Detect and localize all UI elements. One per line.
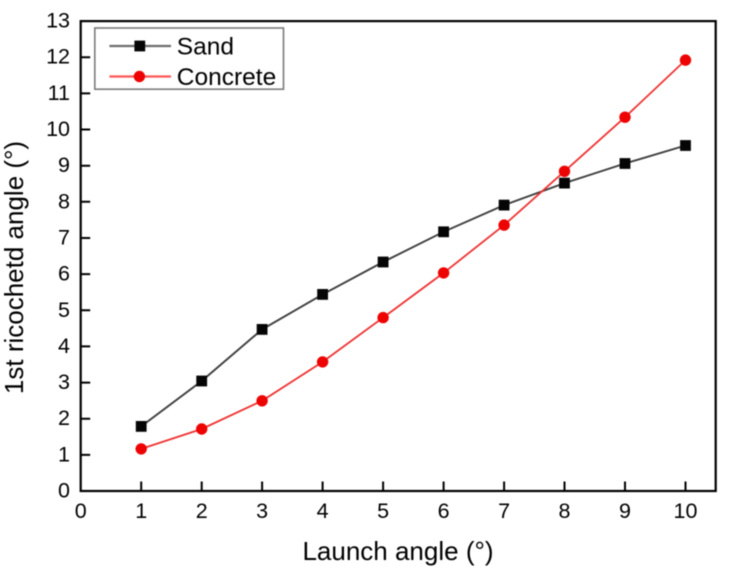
svg-text:6: 6 — [58, 262, 70, 286]
svg-text:9: 9 — [619, 499, 631, 523]
svg-text:0: 0 — [75, 499, 87, 523]
svg-text:2: 2 — [196, 499, 208, 523]
svg-text:5: 5 — [58, 298, 70, 322]
svg-text:7: 7 — [498, 499, 510, 523]
svg-text:12: 12 — [46, 45, 70, 69]
svg-text:6: 6 — [438, 499, 450, 523]
svg-text:4: 4 — [317, 499, 329, 523]
svg-text:8: 8 — [58, 189, 70, 213]
svg-text:11: 11 — [48, 81, 70, 105]
svg-text:5: 5 — [377, 499, 389, 523]
svg-text:10: 10 — [46, 117, 70, 141]
svg-text:Sand: Sand — [177, 34, 234, 61]
svg-text:2: 2 — [58, 406, 70, 430]
svg-text:0: 0 — [58, 479, 70, 503]
svg-text:13: 13 — [46, 9, 70, 33]
svg-text:3: 3 — [256, 499, 268, 523]
svg-text:3: 3 — [58, 370, 70, 394]
svg-text:Launch angle (°): Launch angle (°) — [302, 536, 493, 566]
svg-text:9: 9 — [58, 153, 70, 177]
svg-text:7: 7 — [58, 226, 70, 250]
svg-text:1: 1 — [135, 499, 147, 523]
svg-text:1st ricochetd angle (°): 1st ricochetd angle (°) — [0, 141, 29, 394]
svg-text:10: 10 — [674, 499, 698, 523]
svg-text:1: 1 — [58, 442, 70, 466]
svg-text:8: 8 — [559, 499, 571, 523]
svg-text:4: 4 — [58, 334, 70, 358]
svg-text:Concrete: Concrete — [177, 64, 276, 91]
